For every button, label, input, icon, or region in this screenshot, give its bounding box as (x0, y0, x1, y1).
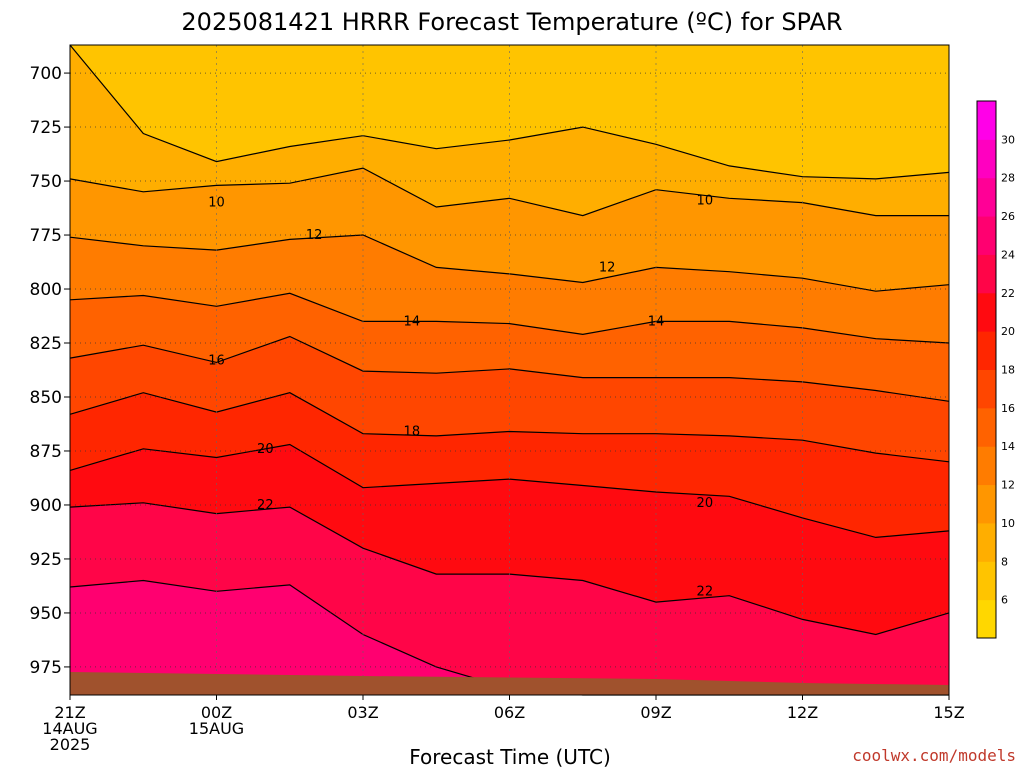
x-tick-label: 12Z (787, 703, 818, 722)
contour-label: 22 (257, 498, 274, 513)
credit-text: coolwx.com/models (852, 746, 1016, 765)
contour-label: 20 (257, 442, 274, 457)
colorbar-label: 28 (1001, 172, 1015, 185)
fill-band-24 (70, 580, 949, 695)
contour-label: 20 (697, 496, 714, 511)
y-tick-label: 900 (30, 496, 62, 516)
y-tick-label: 925 (30, 550, 62, 570)
x-tick-label: 15AUG (189, 719, 244, 738)
contour-label: 22 (697, 584, 714, 599)
contour-line-8 (69, 44, 950, 180)
x-tick-label: 09Z (640, 703, 671, 722)
colorbar-swatch (977, 522, 996, 562)
y-tick-label: 975 (30, 658, 62, 678)
x-tick-label: 14AUG (42, 719, 97, 738)
x-tick-label: 15Z (933, 703, 964, 722)
colorbar-label: 22 (1001, 287, 1015, 300)
colorbar-swatch (977, 561, 996, 601)
colorbar-swatch (977, 484, 996, 524)
colorbar-label: 30 (1001, 133, 1015, 146)
y-tick-label: 875 (30, 442, 62, 462)
colorbar-label: 18 (1001, 364, 1015, 377)
y-tick-label: 800 (30, 280, 62, 300)
colorbar-label: 12 (1001, 479, 1015, 492)
contour-label: 10 (697, 193, 714, 208)
colorbar-label: 24 (1001, 248, 1015, 261)
contour-label: 14 (648, 314, 665, 329)
colorbar-label: 26 (1001, 210, 1015, 223)
colorbar-label: 10 (1001, 517, 1015, 530)
colorbar-label: 8 (1001, 555, 1008, 568)
x-tick-label: 03Z (347, 703, 378, 722)
y-tick-label: 750 (30, 172, 62, 192)
y-tick-label: 950 (30, 604, 62, 624)
y-tick-label: 825 (30, 334, 62, 354)
colorbar-swatch (977, 292, 996, 332)
colorbar-swatch (977, 331, 996, 370)
x-tick-label: 21Z (54, 703, 85, 722)
contour-label: 16 (208, 353, 225, 368)
y-tick-label: 725 (30, 118, 62, 138)
x-tick-label: 06Z (494, 703, 525, 722)
colorbar-label: 14 (1001, 440, 1015, 453)
colorbar-swatch (977, 369, 996, 409)
ground-fill (70, 672, 949, 695)
y-tick-label: 700 (30, 64, 62, 84)
colorbar-swatch (977, 177, 996, 217)
contour-labels: 10 10 12 12 14 14 16 18 20 20 22 22 (208, 193, 713, 599)
chart-title: 2025081421 HRRR Forecast Temperature (ºC… (181, 8, 842, 36)
colorbar-frame (976, 100, 997, 639)
colorbar-label: 6 (1001, 594, 1008, 607)
colorbar-swatch (977, 407, 996, 447)
contour-label: 12 (306, 228, 323, 243)
colorbar-swatch (977, 139, 996, 179)
y-axis: 700 725 750 775 800 825 850 875 900 925 950 975 (30, 64, 70, 678)
x-tick-label: 2025 (50, 735, 91, 754)
contour-label: 10 (208, 196, 225, 211)
colorbar-swatch (977, 254, 996, 294)
x-axis-label: Forecast Time (UTC) (409, 745, 611, 768)
y-tick-label: 850 (30, 388, 62, 408)
colorbar-swatch (977, 599, 996, 639)
contour-label: 18 (404, 425, 421, 440)
contour-label: 14 (404, 314, 421, 329)
y-tick-label: 775 (30, 226, 62, 246)
contour-label: 12 (599, 260, 616, 275)
colorbar-swatch (977, 446, 996, 486)
colorbar-label: 16 (1001, 402, 1015, 415)
colorbar-label: 20 (1001, 325, 1015, 338)
colorbar-swatch (977, 101, 996, 140)
x-tick-label: 00Z (201, 703, 232, 722)
ground-layer (70, 672, 949, 695)
colorbar: 6 8 10 12 14 16 18 20 22 24 26 28 30 (976, 100, 1015, 639)
colorbar-swatch (977, 216, 996, 255)
contour-line-20 (69, 443, 950, 539)
